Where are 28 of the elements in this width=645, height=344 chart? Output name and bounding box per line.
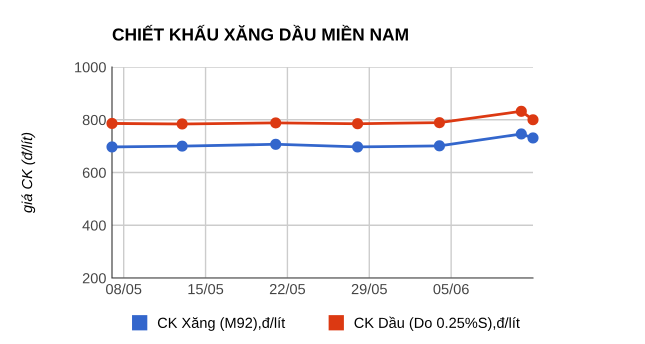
- legend-label: CK Dầu (Do 0.25%S),đ/lít: [354, 316, 520, 331]
- point: [516, 128, 527, 140]
- y-tick-label: 200: [82, 273, 106, 284]
- y-tick-label: 600: [82, 168, 106, 178]
- point: [527, 114, 539, 126]
- point: [352, 141, 364, 152]
- point: [516, 106, 527, 117]
- y-tick-label: 800: [82, 114, 106, 126]
- point: [434, 117, 445, 128]
- x-tick-label: 29/05: [352, 284, 387, 294]
- point: [106, 118, 118, 129]
- point: [270, 138, 282, 150]
- y-axis-title: giá CK (đ/lít): [21, 132, 36, 213]
- point: [352, 118, 364, 130]
- x-tick-label: 15/05: [188, 284, 224, 294]
- y-tick-label: 1000: [75, 62, 106, 72]
- chart-title: CHIẾT KHẤU XĂNG DẦU MIỀN NAM: [112, 24, 408, 41]
- point: [106, 141, 118, 152]
- point: [434, 140, 445, 152]
- point: [527, 132, 539, 144]
- x-tick-label: 22/05: [270, 284, 306, 294]
- x-tick-label: 08/05: [106, 284, 142, 294]
- legend-label: CK Xăng (M92),đ/lít: [158, 317, 286, 331]
- point: [270, 117, 282, 128]
- y-tick-label: 400: [82, 220, 106, 231]
- x-tick-label: 05/06: [433, 284, 469, 294]
- point: [176, 118, 188, 130]
- point: [176, 140, 188, 152]
